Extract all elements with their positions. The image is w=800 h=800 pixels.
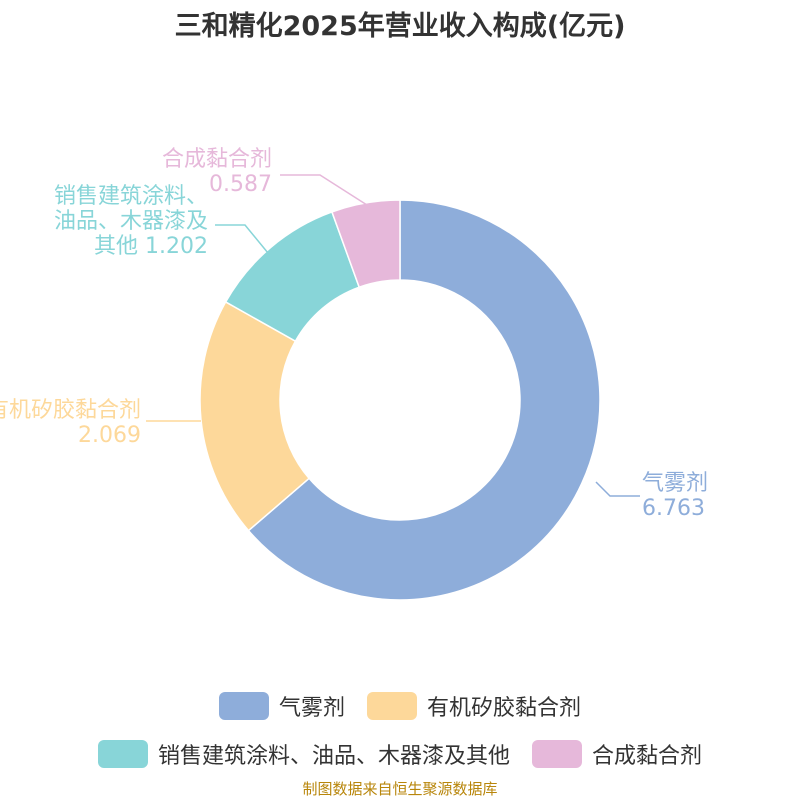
label-leader-line: [215, 224, 269, 254]
legend-item: 合成黏合剂: [532, 738, 702, 770]
data-label: 有机矽胶黏合剂 2.069: [0, 398, 141, 448]
pie-slice: [247, 199, 601, 601]
data-label: 销售建筑涂料、油品、木器漆及其他 1.202: [54, 184, 208, 259]
legend-row: 气雾剂 有机矽胶黏合剂: [0, 690, 800, 722]
data-label: 气雾剂 6.763: [642, 471, 708, 521]
legend-label: 销售建筑涂料、油品、木器漆及其他: [157, 744, 510, 769]
legend-item: 销售建筑涂料、油品、木器漆及其他: [97, 738, 510, 770]
label-leader-line: [595, 481, 640, 497]
chart-title: 三和精化2025年营业收入构成(亿元): [174, 11, 626, 42]
pie-slice: [330, 199, 401, 289]
source-footer: 制图数据来自恒生聚源数据库: [302, 780, 498, 798]
legend-swatch: [218, 692, 269, 720]
data-label: 合成黏合剂 0.587: [162, 147, 272, 197]
label-leader-line: [280, 174, 368, 206]
legend-label: 合成黏合剂: [592, 744, 703, 769]
legend-swatch: [367, 692, 417, 720]
legend-label: 有机矽胶黏合剂: [427, 696, 582, 721]
legend-item: 有机矽胶黏合剂: [367, 690, 581, 722]
legend-swatch: [97, 740, 148, 768]
legend-item: 气雾剂: [218, 690, 345, 722]
legend-label: 气雾剂: [278, 696, 345, 721]
legend-swatch: [532, 740, 582, 768]
legend-row: 销售建筑涂料、油品、木器漆及其他 合成黏合剂: [0, 738, 800, 770]
